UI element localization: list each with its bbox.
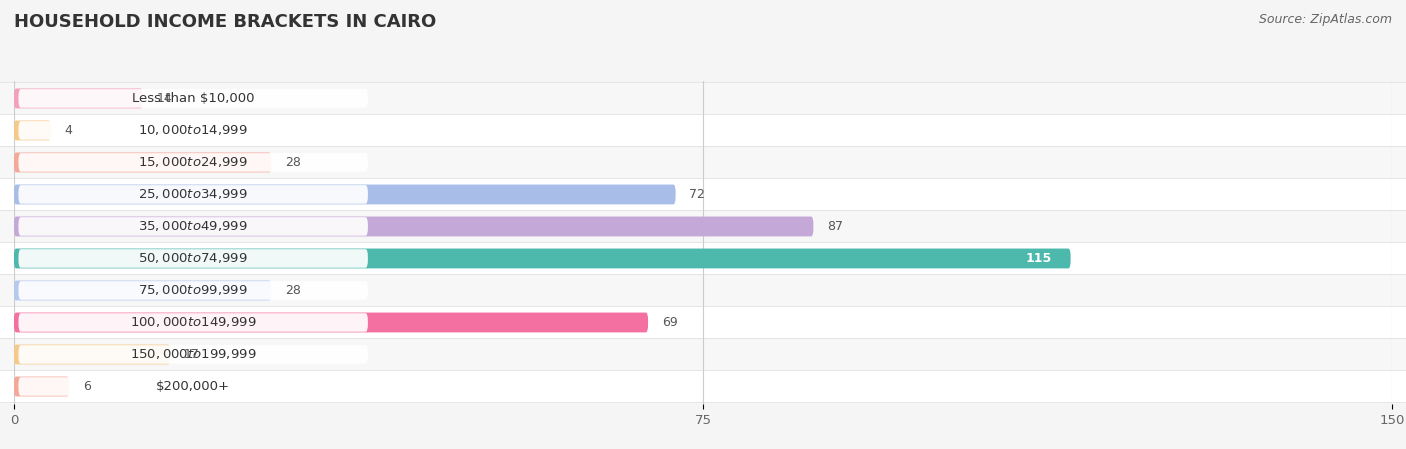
- Text: $10,000 to $14,999: $10,000 to $14,999: [138, 123, 247, 137]
- FancyBboxPatch shape: [14, 216, 814, 236]
- FancyBboxPatch shape: [18, 121, 368, 140]
- Text: Less than $10,000: Less than $10,000: [132, 92, 254, 105]
- Text: 17: 17: [184, 348, 200, 361]
- FancyBboxPatch shape: [0, 274, 1406, 307]
- Text: $35,000 to $49,999: $35,000 to $49,999: [138, 220, 247, 233]
- FancyBboxPatch shape: [18, 249, 368, 268]
- FancyBboxPatch shape: [14, 377, 69, 396]
- Text: 115: 115: [1026, 252, 1052, 265]
- FancyBboxPatch shape: [0, 146, 1406, 178]
- FancyBboxPatch shape: [0, 178, 1406, 211]
- Text: 4: 4: [65, 124, 73, 137]
- Text: $15,000 to $24,999: $15,000 to $24,999: [138, 155, 247, 169]
- FancyBboxPatch shape: [0, 370, 1406, 402]
- Text: 28: 28: [285, 284, 301, 297]
- Text: 69: 69: [662, 316, 678, 329]
- FancyBboxPatch shape: [18, 217, 368, 236]
- FancyBboxPatch shape: [18, 377, 368, 396]
- Text: Source: ZipAtlas.com: Source: ZipAtlas.com: [1258, 13, 1392, 26]
- Text: $50,000 to $74,999: $50,000 to $74,999: [138, 251, 247, 265]
- Text: $200,000+: $200,000+: [156, 380, 231, 393]
- FancyBboxPatch shape: [14, 313, 648, 332]
- Text: 14: 14: [156, 92, 172, 105]
- FancyBboxPatch shape: [0, 307, 1406, 339]
- Text: $25,000 to $34,999: $25,000 to $34,999: [138, 187, 247, 202]
- FancyBboxPatch shape: [14, 344, 170, 365]
- FancyBboxPatch shape: [14, 88, 143, 108]
- FancyBboxPatch shape: [0, 114, 1406, 146]
- FancyBboxPatch shape: [18, 153, 368, 172]
- FancyBboxPatch shape: [14, 249, 1070, 269]
- FancyBboxPatch shape: [14, 153, 271, 172]
- FancyBboxPatch shape: [0, 211, 1406, 242]
- FancyBboxPatch shape: [14, 120, 51, 141]
- FancyBboxPatch shape: [18, 345, 368, 364]
- FancyBboxPatch shape: [14, 281, 271, 300]
- Text: 6: 6: [83, 380, 91, 393]
- Text: $75,000 to $99,999: $75,000 to $99,999: [138, 283, 247, 298]
- FancyBboxPatch shape: [14, 185, 676, 204]
- FancyBboxPatch shape: [18, 185, 368, 204]
- Text: HOUSEHOLD INCOME BRACKETS IN CAIRO: HOUSEHOLD INCOME BRACKETS IN CAIRO: [14, 13, 436, 31]
- FancyBboxPatch shape: [0, 339, 1406, 370]
- FancyBboxPatch shape: [18, 89, 368, 108]
- FancyBboxPatch shape: [0, 83, 1406, 114]
- Text: $150,000 to $199,999: $150,000 to $199,999: [129, 348, 256, 361]
- Text: $100,000 to $149,999: $100,000 to $149,999: [129, 316, 256, 330]
- FancyBboxPatch shape: [18, 281, 368, 300]
- Text: 72: 72: [689, 188, 704, 201]
- Text: 28: 28: [285, 156, 301, 169]
- FancyBboxPatch shape: [0, 242, 1406, 274]
- Text: 87: 87: [827, 220, 844, 233]
- FancyBboxPatch shape: [18, 313, 368, 332]
